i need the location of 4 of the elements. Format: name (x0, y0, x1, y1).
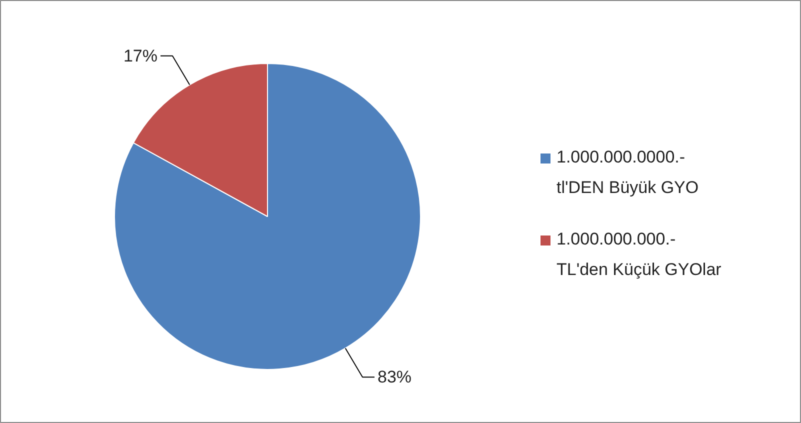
legend-label: 1.000.000.000.- TL'den Küçük GYOlar (556, 230, 722, 279)
data-label: 17% (123, 46, 158, 66)
legend-label: 1.000.000.0000.- tl'DEN Büyük GYO (556, 148, 699, 197)
data-label: 83% (378, 368, 412, 387)
